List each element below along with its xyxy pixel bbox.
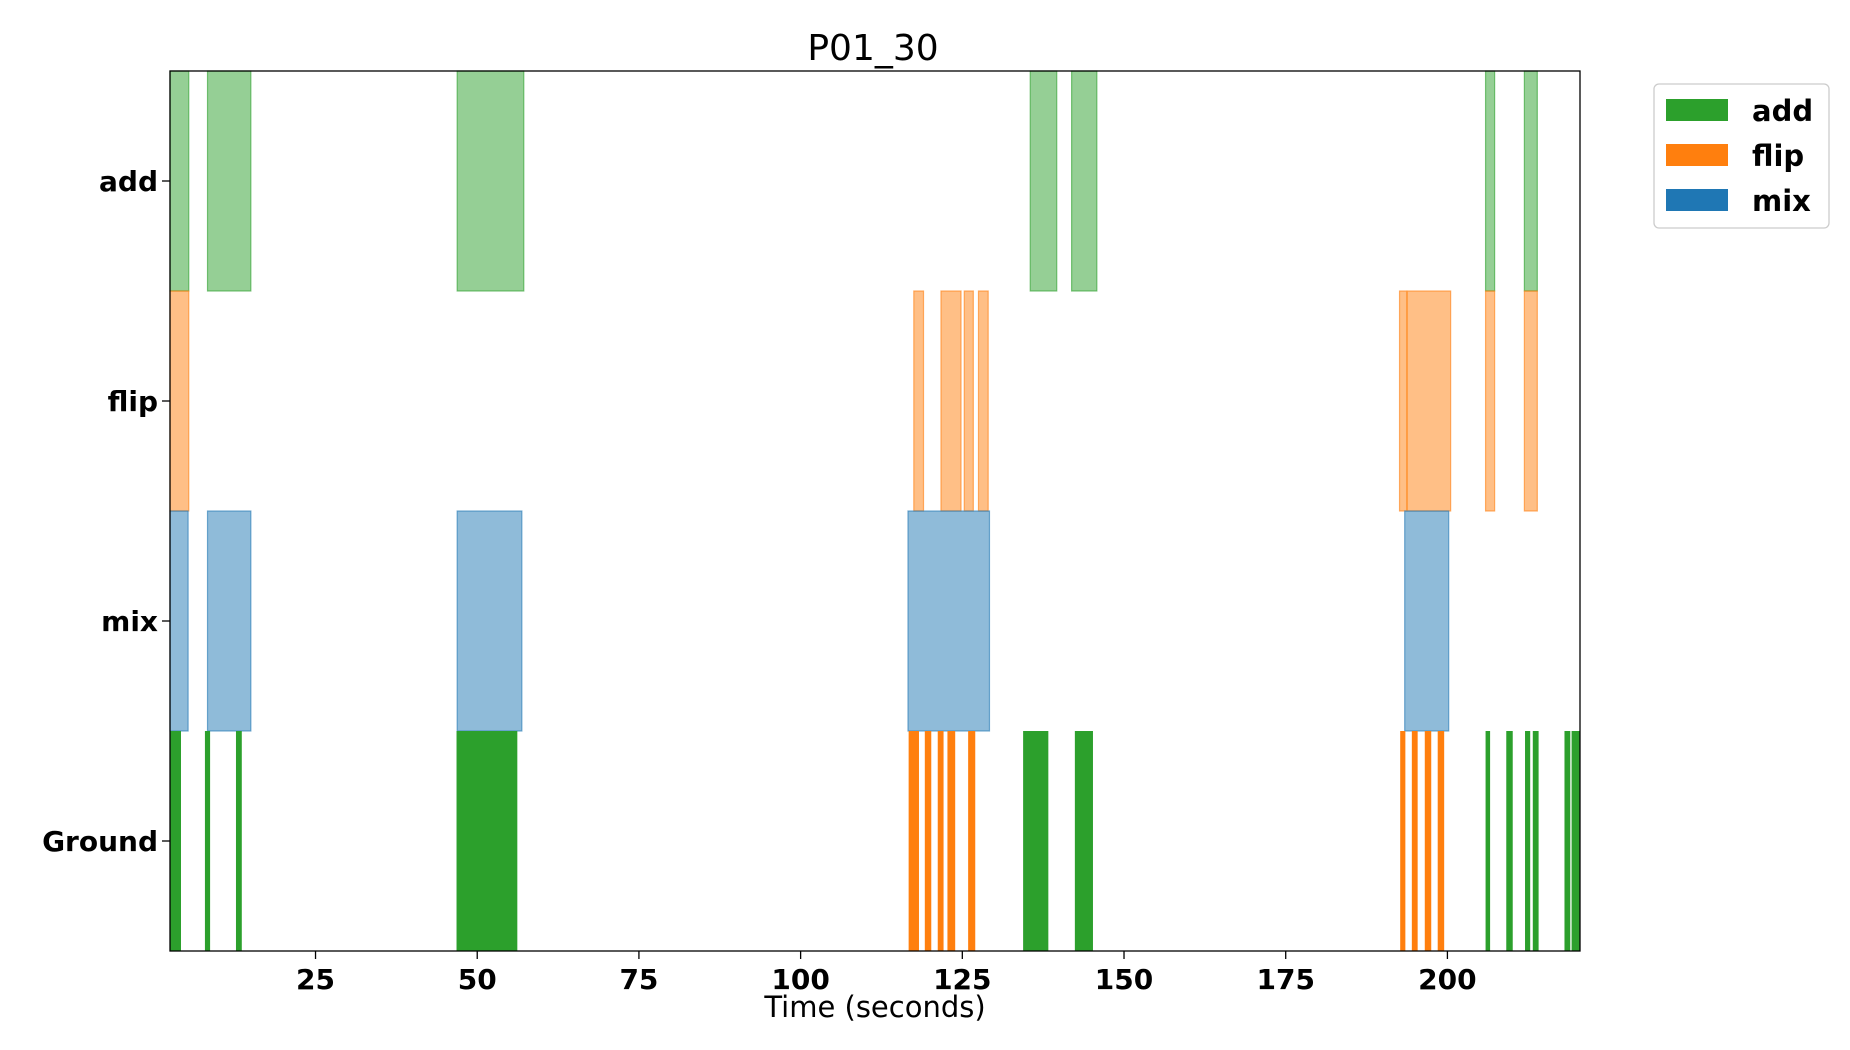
x-tick-label-100: 100 (771, 963, 829, 996)
legend-label-mix: mix (1752, 184, 1811, 218)
y-tick-label-add: add (99, 165, 158, 198)
segment-ground-15 (1485, 731, 1491, 951)
segment-add-3 (1029, 70, 1058, 292)
segment-flip-2 (940, 290, 962, 512)
segment-mix-3 (907, 510, 991, 732)
plot-frame (169, 70, 1581, 952)
segment-mix-0 (169, 510, 189, 732)
x-axis: 25 50 75 100 125 150 175 200 (296, 951, 1477, 996)
legend: add flip mix (1653, 83, 1830, 229)
segment-ground-5 (924, 731, 932, 951)
segment-add-6 (1523, 70, 1538, 292)
segment-ground-13 (1424, 731, 1432, 951)
segment-ground-20 (1571, 731, 1580, 951)
segment-ground-11 (1400, 731, 1406, 951)
segment-ground-2 (235, 731, 242, 951)
segment-ground-4 (908, 731, 919, 951)
x-tick-label-150: 150 (1095, 963, 1153, 996)
segment-flip-7 (1484, 290, 1496, 512)
segment-mix-1 (206, 510, 252, 732)
segment-ground-19 (1564, 731, 1571, 951)
segment-flip-3 (963, 290, 974, 512)
legend-swatch-mix (1666, 189, 1728, 211)
segment-ground-8 (968, 731, 976, 951)
segment-flip-1 (913, 290, 925, 512)
segment-ground-3 (456, 731, 518, 951)
segment-ground-14 (1437, 731, 1445, 951)
legend-swatch-add (1666, 99, 1728, 121)
x-tick-label-75: 75 (619, 963, 658, 996)
x-axis-label: Time (seconds) (763, 990, 985, 1024)
segment-ground-0 (170, 731, 181, 951)
segment-mix-4 (1404, 510, 1450, 732)
segment-flip-0 (169, 290, 190, 512)
segment-ground-10 (1074, 731, 1093, 951)
plot-area (169, 70, 1580, 951)
segment-flip-6 (1406, 290, 1452, 512)
segment-ground-6 (937, 731, 944, 951)
legend-swatch-flip (1666, 144, 1728, 166)
segment-ground-18 (1532, 731, 1539, 951)
segment-add-5 (1484, 70, 1496, 292)
x-tick-label-50: 50 (458, 963, 497, 996)
x-tick-label-175: 175 (1256, 963, 1314, 996)
segment-ground-9 (1023, 731, 1049, 951)
y-tick-label-ground: Ground (42, 825, 158, 858)
segment-ground-12 (1411, 731, 1418, 951)
legend-label-flip: flip (1752, 139, 1804, 173)
segment-add-2 (456, 70, 525, 292)
segment-add-0 (169, 70, 190, 292)
segment-ground-17 (1525, 731, 1531, 951)
segment-flip-8 (1523, 290, 1538, 512)
y-tick-label-mix: mix (101, 605, 158, 638)
segment-mix-2 (456, 510, 523, 732)
y-tick-label-flip: flip (108, 385, 158, 418)
segment-ground-7 (947, 731, 956, 951)
x-tick-label-25: 25 (296, 963, 335, 996)
segment-add-1 (206, 70, 252, 292)
segment-flip-4 (977, 290, 989, 512)
segment-flip-5 (1398, 290, 1408, 512)
chart-title: P01_30 (807, 28, 938, 69)
y-axis: add flip mix Ground (42, 165, 170, 858)
segment-add-4 (1071, 70, 1098, 292)
x-tick-label-200: 200 (1418, 963, 1476, 996)
legend-label-add: add (1752, 94, 1813, 128)
segment-ground-16 (1506, 731, 1513, 951)
segment-ground-1 (204, 731, 211, 951)
x-tick-label-125: 125 (933, 963, 991, 996)
